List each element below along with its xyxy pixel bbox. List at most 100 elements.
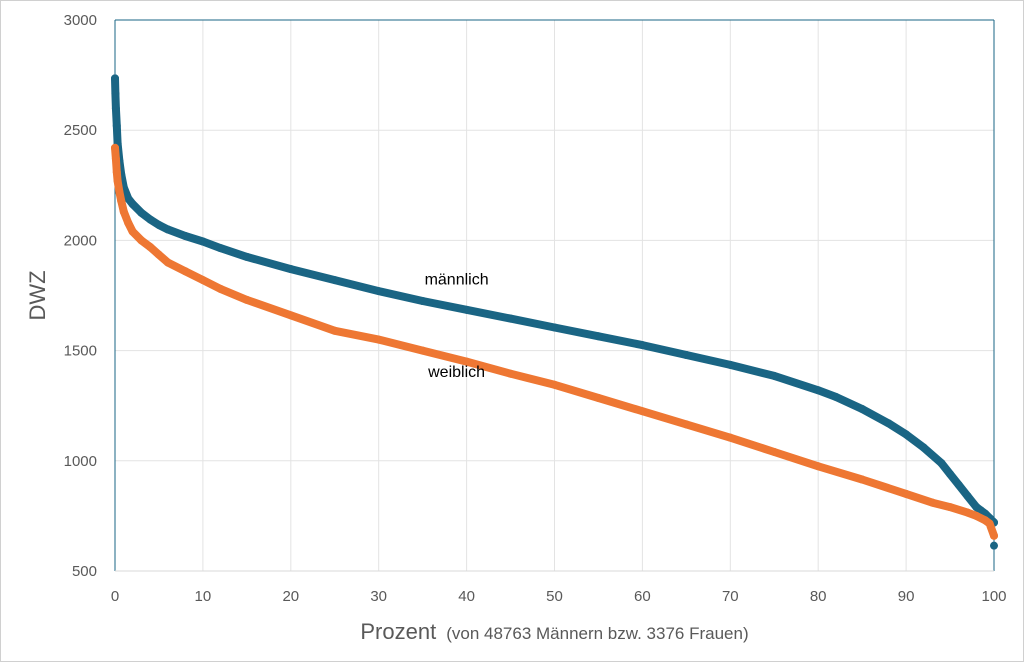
data-point (990, 531, 998, 540)
data-point (638, 341, 647, 350)
data-point (682, 351, 691, 360)
x-tick-label: 40 (458, 588, 475, 605)
x-tick-label: 60 (634, 588, 651, 605)
y-tick-label: 1500 (64, 343, 97, 360)
data-point (117, 196, 126, 205)
data-point (286, 311, 295, 320)
data-point (216, 244, 225, 253)
data-point (216, 284, 225, 293)
data-point (181, 231, 190, 240)
data-point (884, 419, 893, 428)
data-point (124, 194, 133, 203)
data-point (726, 433, 735, 442)
y-tick-label: 3000 (64, 12, 97, 29)
x-tick-label: 100 (981, 588, 1006, 605)
data-point (146, 243, 155, 252)
x-axis-label: Prozent (von 48763 Männern bzw. 3376 Fra… (360, 619, 748, 644)
data-point (770, 371, 779, 380)
data-point (242, 252, 251, 261)
data-point (550, 323, 559, 332)
data-point (638, 407, 647, 416)
data-point (418, 297, 427, 306)
data-point (594, 393, 603, 402)
data-point (111, 143, 119, 152)
series-annotations: männlich weiblich (425, 271, 489, 381)
x-tick-labels: 0 10 20 30 40 50 60 70 80 90 100 (111, 588, 1007, 605)
data-point (374, 335, 383, 344)
x-axis-label-main: Prozent (360, 619, 436, 644)
series-annotation: männlich (425, 271, 489, 288)
y-tick-label: 500 (72, 563, 97, 580)
data-point (137, 208, 146, 217)
data-point (937, 459, 946, 468)
data-point (858, 405, 867, 414)
x-axis-label-note: (von 48763 Männern bzw. 3376 Frauen) (446, 624, 748, 643)
y-tick-label: 2000 (64, 232, 97, 249)
data-point (928, 498, 937, 507)
data-point (154, 250, 163, 259)
x-tick-label: 80 (810, 588, 827, 605)
data-point (146, 215, 155, 224)
x-tick-label: 0 (111, 588, 119, 605)
y-tick-label: 1000 (64, 453, 97, 470)
gridlines (115, 19, 994, 571)
data-point (111, 74, 119, 83)
outlier-point (990, 541, 998, 550)
data-point (858, 475, 867, 484)
data-point (946, 470, 955, 479)
x-tick-label: 30 (370, 588, 387, 605)
data-point (946, 503, 955, 512)
data-point (154, 220, 163, 229)
data-point (726, 360, 735, 369)
data-point (128, 227, 137, 236)
data-point (963, 508, 972, 517)
data-point (770, 447, 779, 456)
x-tick-label: 50 (546, 588, 563, 605)
data-point (119, 207, 128, 216)
data-point (814, 462, 823, 471)
data-point (919, 443, 928, 452)
data-point (181, 267, 190, 276)
data-point (506, 314, 515, 323)
data-point (198, 276, 207, 285)
series-annotation: weiblich (427, 364, 485, 381)
data-point (418, 346, 427, 355)
data-point (112, 121, 121, 130)
data-point (985, 519, 994, 528)
data-point (111, 154, 120, 163)
series-weiblich (111, 143, 998, 540)
data-point (682, 420, 691, 429)
data-point (163, 258, 172, 267)
x-tick-label: 70 (722, 588, 739, 605)
data-point (113, 176, 122, 185)
data-point (330, 276, 339, 285)
data-point (242, 295, 251, 304)
data-point (902, 430, 911, 439)
data-point (137, 236, 146, 245)
x-tick-label: 90 (898, 588, 915, 605)
data-point (814, 386, 823, 395)
data-point (954, 481, 963, 490)
series-layer (111, 74, 998, 550)
data-point (972, 511, 981, 520)
data-point (462, 305, 471, 314)
data-point (550, 380, 559, 389)
data-point (330, 326, 339, 335)
data-point (963, 492, 972, 501)
data-point (124, 218, 133, 227)
data-point (374, 287, 383, 296)
data-point (112, 168, 121, 177)
data-point (111, 89, 120, 98)
data-point (286, 265, 295, 274)
data-point (902, 489, 911, 498)
y-tick-labels: 500 1000 1500 2000 2500 3000 (64, 12, 97, 580)
data-point (128, 200, 137, 209)
x-tick-label: 10 (195, 588, 212, 605)
y-tick-label: 2500 (64, 122, 97, 139)
data-point (163, 225, 172, 234)
data-point (506, 369, 515, 378)
data-point (111, 104, 120, 113)
data-point (462, 357, 471, 366)
